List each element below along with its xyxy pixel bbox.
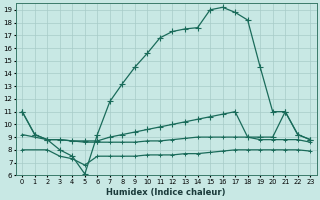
X-axis label: Humidex (Indice chaleur): Humidex (Indice chaleur) (107, 188, 226, 197)
